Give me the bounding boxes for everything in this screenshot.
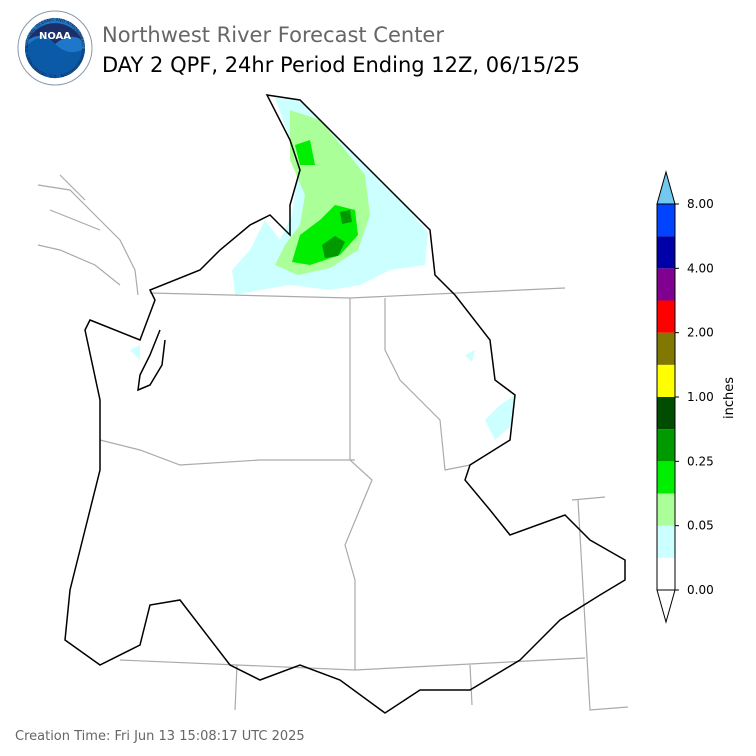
colorbar-segment xyxy=(657,557,675,590)
puget-sound xyxy=(137,329,166,392)
colorbar-tick-label: 4.00 xyxy=(687,261,714,275)
logo: NOAA NATIONAL OCEANIC AND ATMOSPHERIC AD… xyxy=(0,0,93,86)
colorbar-segment xyxy=(657,429,675,462)
subtitle: DAY 2 QPF, 24hr Period Ending 12Z, 06/15… xyxy=(102,53,580,77)
colorbar-segment xyxy=(657,300,675,333)
boundaries xyxy=(37,174,629,711)
title: Northwest River Forecast Center xyxy=(102,23,444,47)
colorbar-over xyxy=(656,170,676,205)
map xyxy=(37,94,629,714)
colorbar-segment xyxy=(657,332,675,365)
colorbar-segment xyxy=(657,236,675,269)
precip-mid xyxy=(292,140,358,265)
colorbar-segment xyxy=(657,204,675,237)
colorbar-segment xyxy=(657,397,675,430)
colorbar-tick-label: 0.05 xyxy=(687,519,714,533)
colorbar-segment xyxy=(657,525,675,558)
colorbar-tick-label: 1.00 xyxy=(687,390,714,404)
colorbar-tick-label: 2.00 xyxy=(687,326,714,340)
colorbar-segment xyxy=(657,364,675,397)
colorbar-under xyxy=(656,589,676,624)
colorbar-segment xyxy=(657,493,675,526)
colorbar-tick-label: 0.00 xyxy=(687,583,714,597)
colorbar-segment xyxy=(657,268,675,301)
precip-dark xyxy=(322,210,352,258)
creation-time: Creation Time: Fri Jun 13 15:08:17 UTC 2… xyxy=(15,729,305,744)
precip-light xyxy=(130,345,515,440)
colorbar-tick-label: 0.25 xyxy=(687,454,714,468)
logo-text: NOAA xyxy=(39,31,71,42)
colorbar-segment xyxy=(657,461,675,494)
colorbar-tick-label: 8.00 xyxy=(687,197,714,211)
colorbar: 0.00 0.05 0.25 1.00 2.00 4.00 8.00 xyxy=(656,170,714,624)
basin-outline xyxy=(64,94,626,714)
colorbar-label: inches xyxy=(722,377,737,419)
